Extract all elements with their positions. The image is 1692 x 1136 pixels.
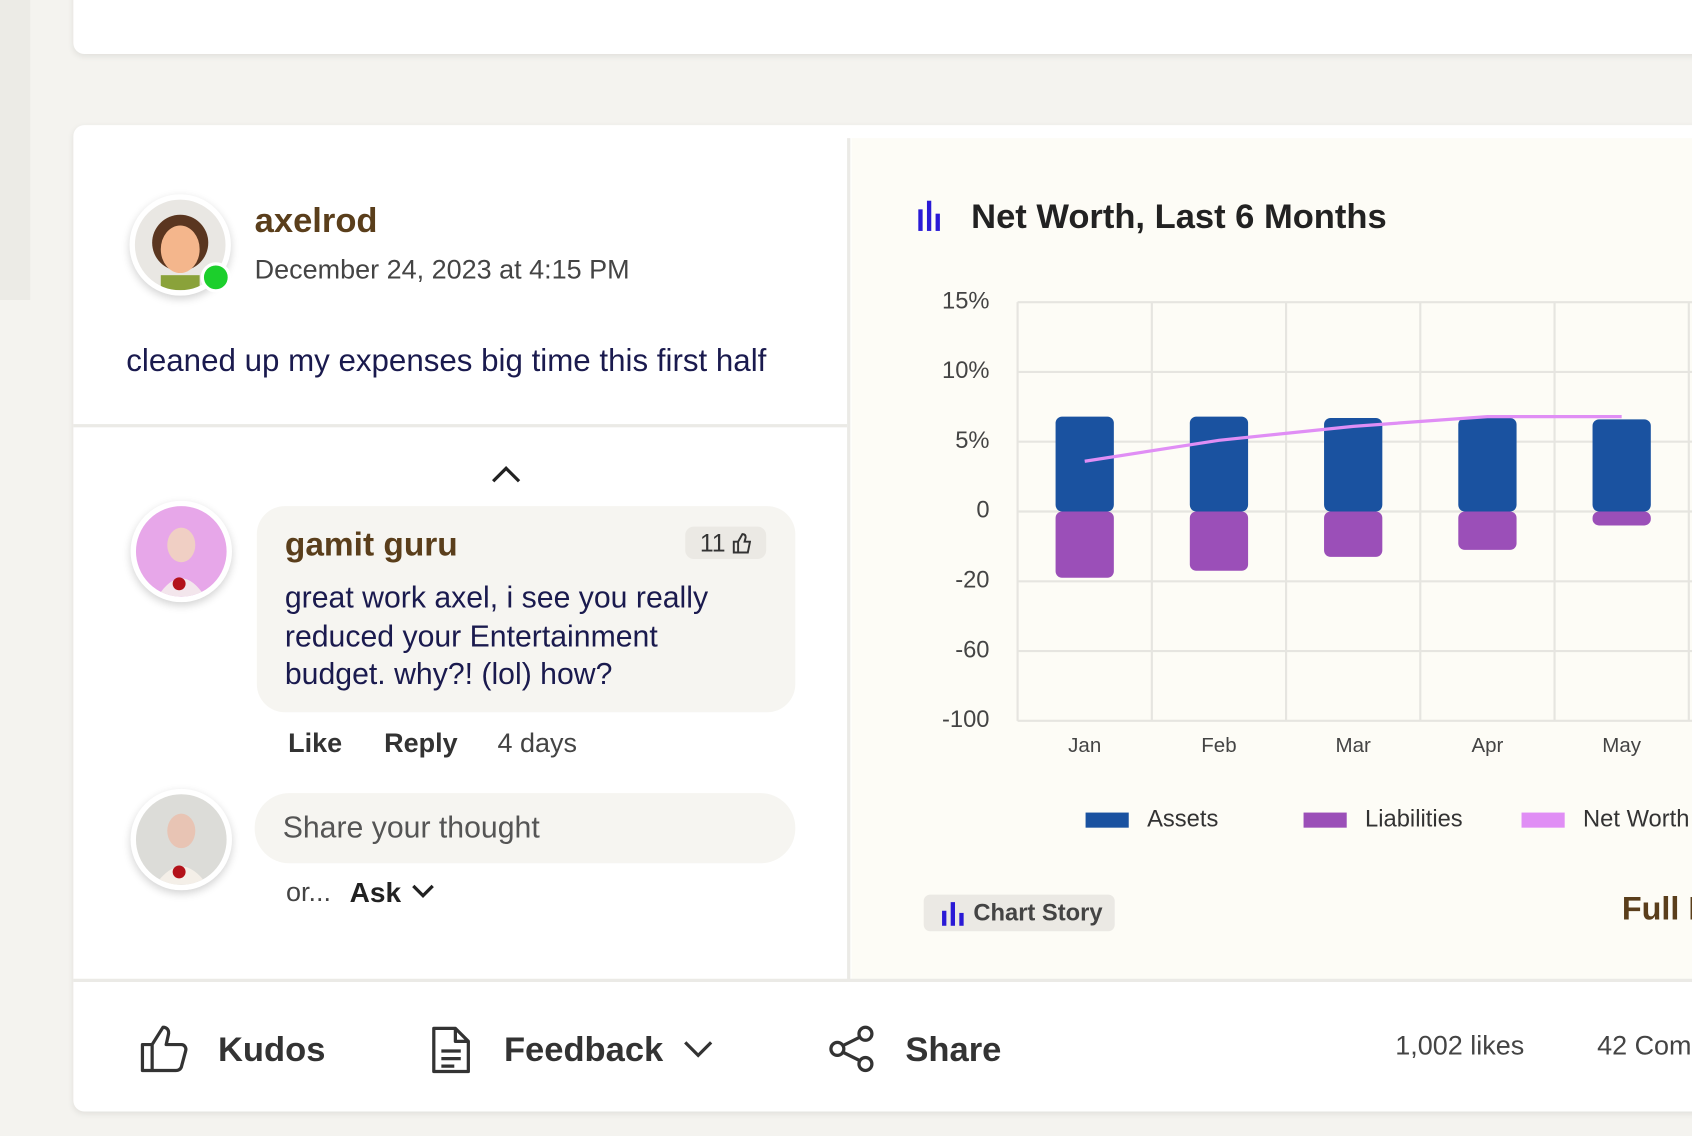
feedback-icon [432, 1026, 470, 1074]
ask-chevron [412, 884, 434, 898]
ask-button[interactable]: Ask [349, 876, 402, 909]
chart-story-icon [942, 902, 964, 926]
y-tick-label: 0 [976, 498, 989, 524]
bar [1055, 416, 1114, 512]
feedback-button[interactable]: Feedback [503, 1029, 664, 1069]
bar [1324, 511, 1383, 557]
reply-placeholder: Share your thought [282, 810, 540, 844]
legend-swatch [1085, 812, 1129, 828]
panel-divider [847, 138, 851, 980]
share-icon [829, 1025, 874, 1073]
divider [73, 424, 848, 428]
y-tick-label: -20 [955, 568, 989, 594]
legend-label: Liabilities [1365, 806, 1463, 832]
previous-card [73, 0, 1692, 54]
x-tick-label: May [1602, 734, 1641, 757]
user-avatar [130, 788, 233, 891]
commenter-avatar [130, 500, 233, 603]
chart: Net Worth, Last 6 Months 15% 10% 5% 0 -20 -60… [918, 198, 1692, 832]
like-action[interactable]: Like [288, 728, 343, 759]
chart-title: Net Worth, Last 6 Months [971, 198, 1386, 236]
chart-story-button[interactable]: Chart Story [923, 894, 1115, 932]
feedback-chevron [684, 1041, 713, 1058]
x-tick-label: Apr [1471, 734, 1503, 757]
online-dot [200, 262, 231, 293]
comments-count: 42 Comments [1597, 1030, 1692, 1061]
commenter-name[interactable]: gamit guru [284, 525, 458, 564]
kudos-icon [140, 1025, 188, 1073]
bar [1458, 417, 1517, 512]
y-tick-label: 15% [942, 288, 990, 314]
y-tick-label: 10% [942, 358, 990, 384]
kudos-button[interactable]: Kudos [217, 1029, 326, 1069]
bar [1324, 417, 1383, 512]
or-prefix: or... [285, 877, 331, 908]
bar [1592, 419, 1651, 512]
y-tick-label: -60 [955, 637, 989, 663]
legend-swatch [1521, 812, 1565, 828]
bar [1189, 511, 1249, 571]
avatar-art [155, 813, 208, 885]
comment-text: great work axel, i see you really reduce… [284, 580, 709, 691]
thumb-icon [733, 533, 752, 554]
net-worth-line [1084, 414, 1622, 463]
x-tick-label: Feb [1201, 734, 1236, 757]
footer-divider [73, 978, 1692, 982]
x-tick-label: Mar [1336, 734, 1371, 757]
timestamp: December 24, 2023 at 4:15 PM [254, 254, 630, 285]
chart-panel [851, 138, 1692, 980]
reply-action[interactable]: Reply [384, 728, 458, 759]
side-strip [0, 0, 31, 300]
legend-label: Net Worth [1583, 806, 1689, 832]
avatar-art [152, 214, 209, 291]
likes-count: 1,002 likes [1395, 1030, 1525, 1061]
chart-icon [918, 200, 940, 231]
x-tick-label: Jan [1068, 734, 1101, 757]
like-count[interactable]: 11 [685, 526, 767, 559]
like-count-text: 11 [699, 528, 726, 557]
bar [1189, 416, 1249, 512]
share-button[interactable]: Share [905, 1029, 1002, 1069]
bar [1458, 511, 1517, 550]
author-avatar [129, 194, 231, 296]
y-tick-label: -100 [942, 707, 990, 733]
bar [1592, 511, 1651, 526]
full-report-link[interactable]: Full Report [1621, 891, 1692, 927]
comment-age: 4 days [497, 728, 577, 759]
collapse-icon[interactable] [490, 464, 522, 486]
chart-story-text: Chart Story [973, 898, 1103, 926]
author-name[interactable]: axelrod [254, 200, 378, 240]
y-tick-label: 5% [955, 428, 989, 454]
reply-input[interactable] [254, 793, 796, 864]
avatar-art [157, 527, 206, 597]
legend-label: Assets [1147, 806, 1218, 832]
bar [1055, 511, 1114, 578]
post-text: cleaned up my expenses big time this fir… [126, 344, 767, 379]
legend-swatch [1303, 812, 1347, 828]
